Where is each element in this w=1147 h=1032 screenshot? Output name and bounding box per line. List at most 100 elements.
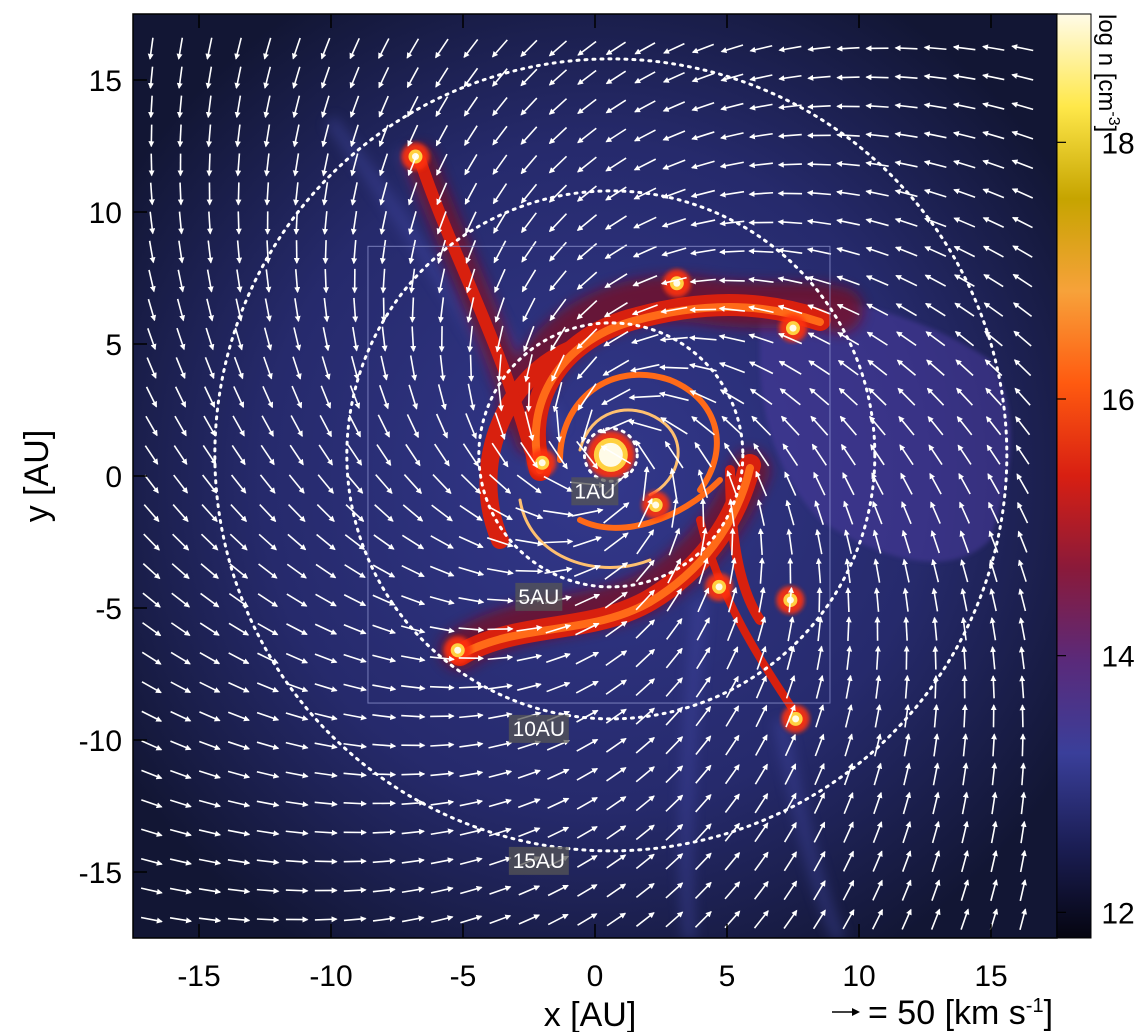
- velocity-arrow: [635, 795, 655, 812]
- velocity-arrow: [227, 800, 251, 808]
- velocity-arrow: [437, 384, 447, 411]
- velocity-arrow: [543, 538, 574, 545]
- velocity-arrow: [988, 501, 1000, 524]
- velocity-arrow: [436, 182, 448, 206]
- velocity-arrow: [690, 189, 716, 199]
- velocity-arrow: [628, 394, 661, 401]
- velocity-arrow: [520, 183, 538, 204]
- velocity-arrow: [635, 589, 655, 611]
- velocity-arrow: [606, 767, 627, 782]
- velocity-arrow: [576, 440, 599, 470]
- velocity-arrow: [517, 682, 542, 691]
- velocity-arrow: [928, 444, 943, 466]
- velocity-arrow: [923, 102, 947, 109]
- velocity-arrow: [350, 182, 358, 206]
- velocity-arrow: [294, 298, 301, 323]
- velocity-arrow: [227, 858, 251, 866]
- velocity-arrow: [322, 269, 329, 294]
- velocity-arrow: [381, 326, 388, 352]
- velocity-arrow: [350, 124, 359, 148]
- radius-circle: [345, 189, 877, 721]
- velocity-arrow: [689, 390, 717, 404]
- velocity-arrow: [665, 911, 684, 928]
- velocity-arrow: [900, 472, 913, 495]
- velocity-arrow: [926, 359, 945, 377]
- velocity-arrow: [1011, 101, 1034, 111]
- velocity-arrow: [577, 98, 597, 115]
- velocity-arrow: [551, 354, 565, 382]
- velocity-arrow: [555, 409, 562, 443]
- velocity-arrow: [315, 563, 337, 579]
- velocity-arrow: [549, 298, 567, 322]
- velocity-arrow: [524, 411, 535, 442]
- velocity-arrow: [263, 153, 270, 177]
- velocity-arrow: [758, 586, 766, 613]
- velocity-arrow: [664, 440, 684, 469]
- velocity-arrow: [783, 909, 798, 929]
- velocity-arrow: [344, 534, 366, 550]
- velocity-arrow: [1011, 130, 1034, 140]
- velocity-arrow: [228, 681, 250, 693]
- velocity-arrow: [925, 331, 946, 347]
- velocity-arrow: [465, 211, 477, 235]
- velocity-arrow: [148, 182, 155, 206]
- velocity-arrow: [695, 794, 712, 813]
- velocity-arrow: [665, 765, 684, 784]
- velocity-arrow: [662, 130, 686, 141]
- velocity-arrow: [874, 733, 882, 757]
- velocity-arrow: [806, 275, 832, 285]
- velocity-arrow: [633, 158, 657, 171]
- velocity-arrow: [292, 153, 300, 177]
- velocity-arrow: [460, 885, 483, 895]
- colorbar-label-main: log n [cm: [1093, 14, 1120, 111]
- velocity-arrow: [865, 275, 889, 286]
- velocity-arrow: [817, 616, 824, 642]
- velocity-arrow: [465, 240, 477, 264]
- velocity-arrow: [576, 214, 598, 232]
- velocity-arrow: [604, 591, 628, 609]
- velocity-arrow: [233, 356, 244, 380]
- velocity-arrow: [169, 887, 192, 895]
- velocity-arrow: [689, 306, 717, 313]
- velocity-arrow: [961, 791, 969, 815]
- radius-circle: [213, 57, 1009, 853]
- velocity-arrow: [464, 125, 478, 146]
- velocity-arrow: [754, 734, 768, 756]
- velocity-arrow: [984, 359, 1003, 377]
- velocity-arrow: [320, 66, 331, 89]
- velocity-arrow: [696, 646, 711, 670]
- velocity-arrow: [786, 645, 796, 670]
- velocity-arrow: [436, 239, 447, 265]
- velocity-arrow: [170, 651, 191, 665]
- velocity-arrow: [379, 182, 388, 206]
- velocity-arrow: [956, 416, 973, 436]
- velocity-arrow: [690, 160, 715, 170]
- velocity-arrow: [228, 652, 250, 665]
- velocity-arrow: [458, 683, 484, 690]
- velocity-arrow: [783, 880, 798, 901]
- velocity-arrow: [807, 46, 831, 52]
- velocity-arrow: [1019, 908, 1028, 931]
- velocity-arrow: [285, 652, 309, 664]
- velocity-arrow: [199, 681, 221, 693]
- velocity-arrow: [233, 386, 245, 409]
- velocity-arrow: [635, 853, 655, 870]
- velocity-arrow: [606, 883, 627, 898]
- velocity-arrow: [171, 563, 190, 580]
- velocity-arrow: [720, 102, 744, 111]
- velocity-arrow: [144, 445, 159, 465]
- velocity-arrow: [292, 124, 300, 148]
- velocity-arrow: [263, 66, 272, 89]
- velocity-arrow: [378, 38, 390, 60]
- velocity-arrow: [376, 444, 392, 466]
- colorbar-tick-label: 16: [1101, 384, 1134, 417]
- velocity-arrow: [547, 826, 570, 839]
- velocity-arrow: [288, 474, 305, 494]
- velocity-arrow: [842, 879, 855, 901]
- velocity-arrow: [407, 124, 419, 147]
- velocity-arrow: [256, 770, 280, 779]
- velocity-arrow: [642, 466, 650, 501]
- velocity-arrow: [720, 73, 744, 82]
- velocity-arrow: [576, 271, 598, 290]
- velocity-arrow: [718, 277, 745, 284]
